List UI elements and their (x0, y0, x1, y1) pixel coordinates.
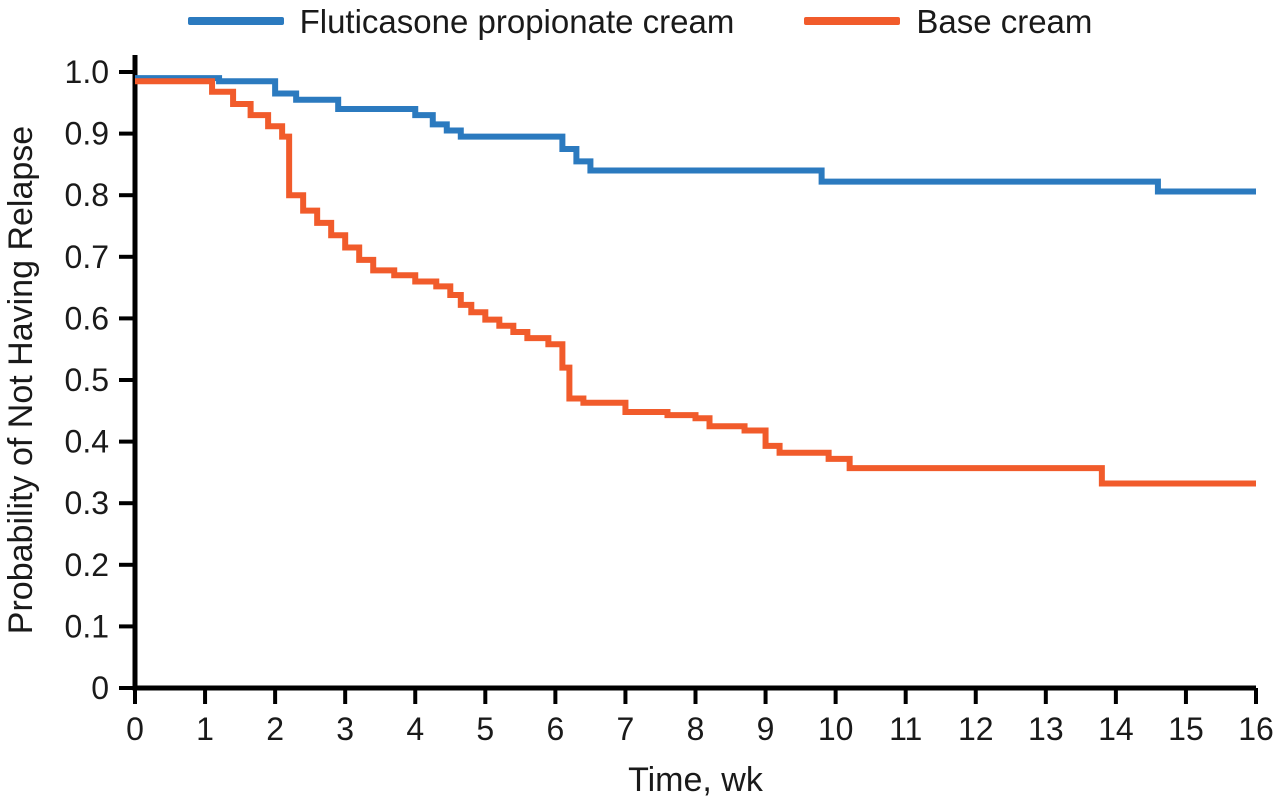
fluticasone-line-swatch (187, 17, 284, 25)
series-line-base-cream (135, 78, 1256, 487)
x-tick-label: 1 (196, 711, 214, 747)
x-tick-label: 13 (1028, 711, 1064, 747)
legend-label-fluticasone: Fluticasone propionate cream (299, 2, 735, 40)
y-tick-label: 0 (91, 670, 109, 706)
y-tick-label: 0.3 (65, 485, 109, 521)
y-tick-label: 0.7 (65, 239, 109, 275)
y-axis-title: Probability of Not Having Relapse (2, 126, 40, 634)
y-tick-label: 1.0 (65, 54, 109, 90)
x-tick-label: 8 (687, 711, 705, 747)
y-tick-label: 0.2 (65, 547, 109, 583)
y-tick-label: 0.9 (65, 116, 109, 152)
x-tick-label: 11 (889, 711, 922, 747)
y-tick-label: 0.5 (65, 362, 109, 398)
x-tick-label: 4 (406, 711, 424, 747)
x-tick-label: 14 (1098, 711, 1134, 747)
legend-item-base-cream: Base cream (804, 5, 1092, 38)
y-tick-label: 0.1 (65, 608, 109, 644)
x-tick-label: 3 (336, 711, 354, 747)
y-tick-label: 0.4 (65, 424, 109, 460)
legend-item-fluticasone: Fluticasone propionate cream (187, 2, 735, 40)
y-tick-label: 0.8 (65, 177, 109, 213)
x-tick-label: 6 (546, 711, 564, 747)
x-tick-label: 2 (266, 711, 284, 747)
chart-legend: Fluticasone propionate cream Base cream (0, 0, 1280, 42)
legend-label-base-cream: Base cream (916, 2, 1093, 40)
x-tick-label: 7 (617, 711, 635, 747)
x-tick-label: 12 (958, 711, 994, 747)
x-tick-label: 15 (1168, 711, 1204, 747)
series-line-fluticasone (135, 75, 1256, 195)
x-tick-label: 10 (818, 711, 854, 747)
x-tick-label: 0 (126, 711, 144, 747)
x-axis-title: Time, wk (628, 761, 764, 799)
y-tick-label: 0.6 (65, 300, 109, 336)
x-tick-label: 16 (1238, 711, 1274, 747)
x-tick-label: 9 (757, 711, 775, 747)
x-tick-label: 5 (476, 711, 494, 747)
base-cream-line-swatch (804, 17, 901, 25)
